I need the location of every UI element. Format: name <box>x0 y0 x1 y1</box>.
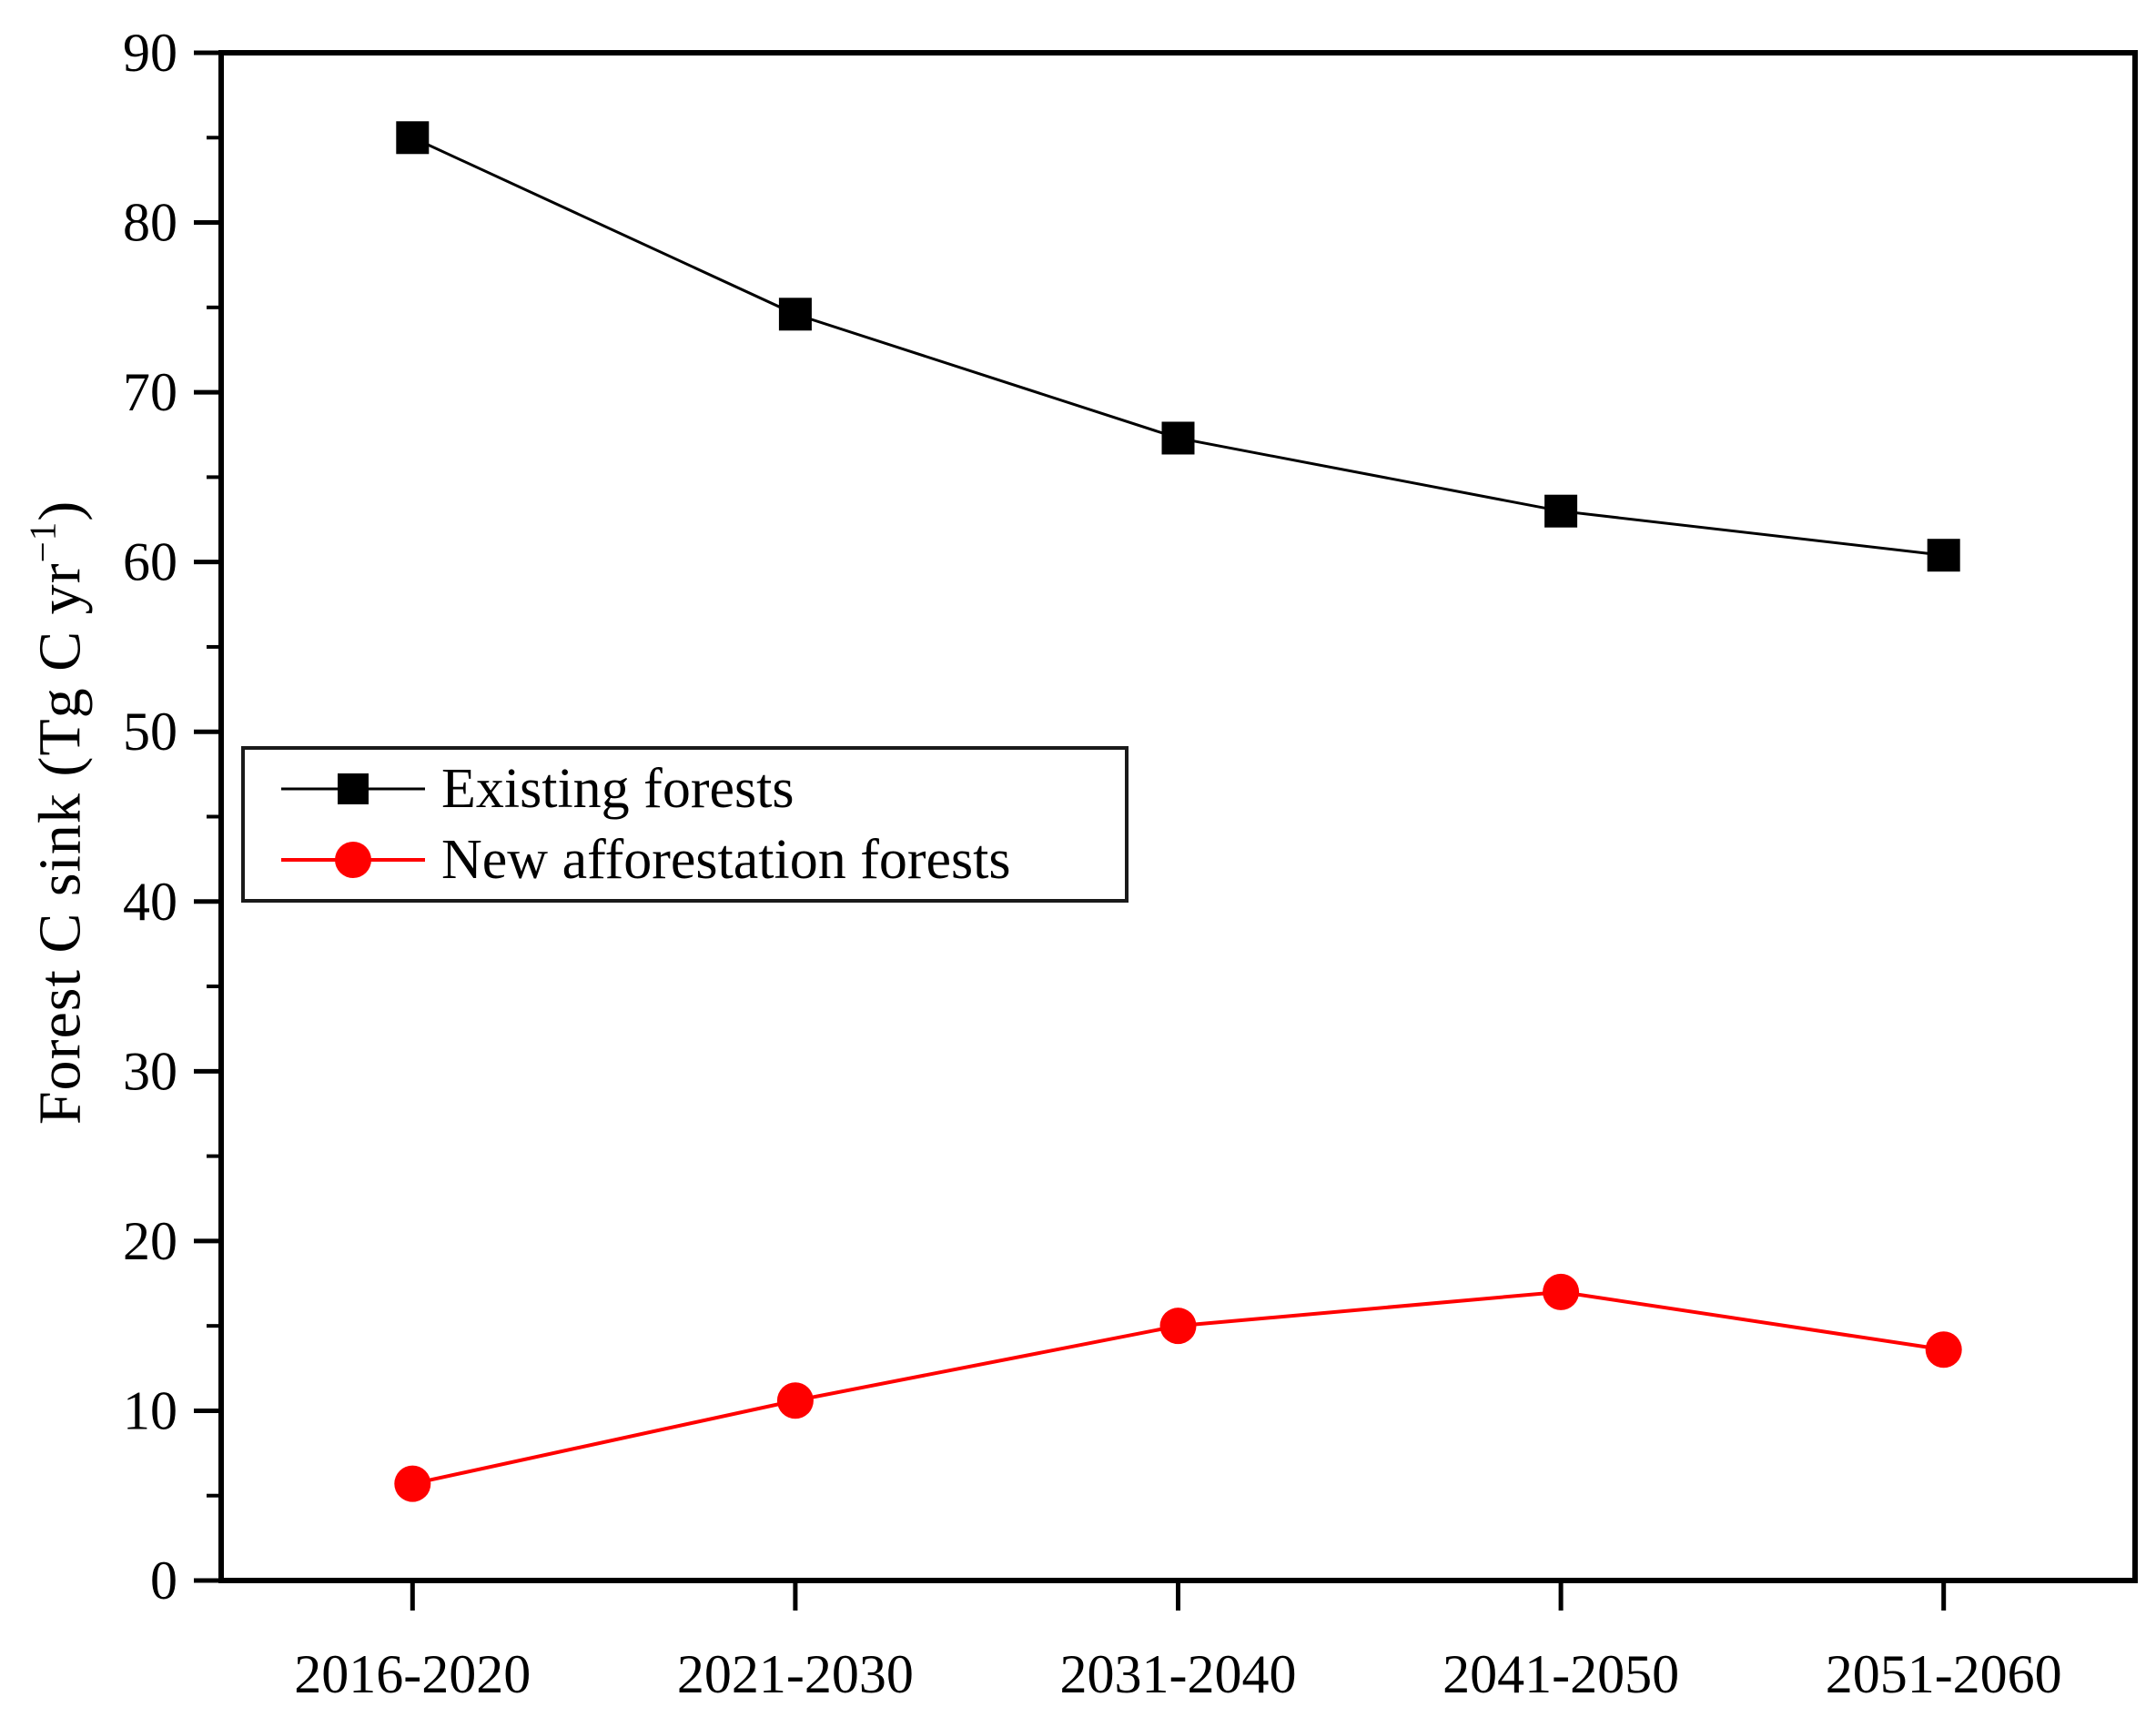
x-tick-label: 2021-2030 <box>677 1644 914 1704</box>
y-tick-label: 60 <box>123 532 177 592</box>
y-axis-title-exponent: −1 <box>22 520 64 563</box>
y-tick-label: 30 <box>123 1041 177 1101</box>
legend-label-new-afforestation: New afforestation forests <box>441 829 1011 891</box>
y-tick-label: 50 <box>123 702 177 762</box>
x-tick-label: 2031-2040 <box>1060 1644 1297 1704</box>
y-tick-label: 90 <box>123 23 177 83</box>
legend-label-existing-forests: Existing forests <box>441 758 795 820</box>
data-point-new-afforestation-4 <box>1925 1331 1962 1368</box>
y-tick-label: 70 <box>123 362 177 422</box>
legend-sample-afforestation <box>281 840 425 880</box>
data-point-existing-forests-2 <box>1161 421 1195 455</box>
legend-row-existing-forests: Existing forests <box>281 756 1125 822</box>
legend-sample-existing <box>281 769 425 809</box>
data-point-new-afforestation-1 <box>776 1382 814 1419</box>
y-tick-label: 10 <box>123 1380 177 1440</box>
x-tick-label: 2051-2060 <box>1826 1644 2062 1704</box>
y-axis-title: Forest C sink (Tg C yr−1) <box>22 500 96 1126</box>
y-tick-label: 40 <box>123 872 177 932</box>
y-axis-title-close: ) <box>26 500 94 521</box>
data-point-existing-forests-1 <box>778 298 812 331</box>
data-point-new-afforestation-0 <box>394 1465 431 1502</box>
data-point-new-afforestation-3 <box>1543 1273 1580 1310</box>
black-square-marker-icon <box>338 773 369 804</box>
y-tick-label: 20 <box>123 1211 177 1271</box>
y-axis-title-text: Forest C sink (Tg C yr <box>26 562 94 1126</box>
x-tick-label: 2016-2020 <box>294 1644 531 1704</box>
data-point-new-afforestation-2 <box>1159 1308 1197 1345</box>
legend-row-new-afforestation: New afforestation forests <box>281 827 1125 893</box>
legend: Existing forests New afforestation fores… <box>241 746 1129 903</box>
y-tick-label: 0 <box>150 1550 177 1611</box>
y-tick-label: 80 <box>123 193 177 253</box>
x-tick-label: 2041-2050 <box>1442 1644 1679 1704</box>
data-point-existing-forests-3 <box>1544 494 1578 528</box>
data-point-existing-forests-4 <box>1927 539 1960 572</box>
data-point-existing-forests-0 <box>396 121 430 155</box>
series-line-existing-forests <box>411 136 1944 557</box>
red-circle-marker-icon <box>335 842 371 878</box>
